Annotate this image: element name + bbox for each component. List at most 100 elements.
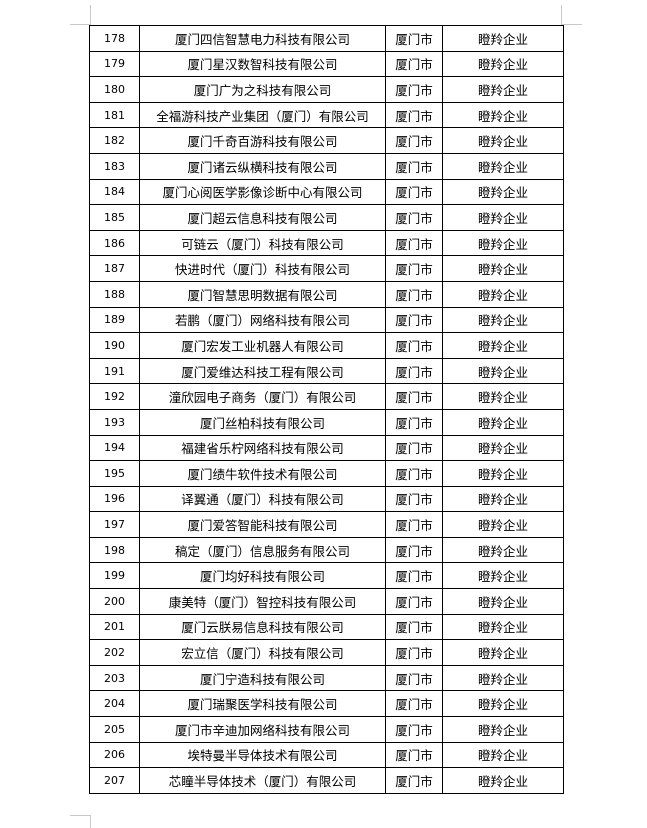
enterprise-type: 瞪羚企业 xyxy=(442,767,564,794)
enterprise-type: 瞪羚企业 xyxy=(442,306,564,334)
table-row: 184 厦门心阅医学影像诊断中心有限公司 厦门市 瞪羚企业 xyxy=(89,178,564,206)
city: 厦门市 xyxy=(385,485,443,513)
company-name: 厦门超云信息科技有限公司 xyxy=(139,204,386,231)
table-row: 190 厦门宏发工业机器人有限公司 厦门市 瞪羚企业 xyxy=(89,332,564,359)
city: 厦门市 xyxy=(385,664,443,692)
city: 厦门市 xyxy=(385,460,443,487)
city: 厦门市 xyxy=(385,178,443,206)
row-number: 205 xyxy=(89,716,140,743)
company-name: 埃特曼半导体技术有限公司 xyxy=(139,741,386,769)
row-number: 206 xyxy=(89,741,140,769)
company-name: 译翼通（厦门）科技有限公司 xyxy=(139,485,386,513)
city: 厦门市 xyxy=(385,332,443,359)
city: 厦门市 xyxy=(385,716,443,743)
company-name: 厦门心阅医学影像诊断中心有限公司 xyxy=(139,178,386,206)
enterprise-type: 瞪羚企业 xyxy=(442,408,564,436)
table-row: 207 芯瞳半导体技术（厦门）有限公司 厦门市 瞪羚企业 xyxy=(89,767,564,794)
company-name: 厦门云朕易信息科技有限公司 xyxy=(139,613,386,641)
city: 厦门市 xyxy=(385,741,443,769)
row-number: 190 xyxy=(89,332,140,359)
company-name: 厦门绩牛软件技术有限公司 xyxy=(139,460,386,487)
row-number: 189 xyxy=(89,306,140,334)
company-name: 厦门星汉数智科技有限公司 xyxy=(139,50,386,78)
table-row: 178 厦门四信智慧电力科技有限公司 厦门市 瞪羚企业 xyxy=(89,25,564,52)
company-name: 厦门丝柏科技有限公司 xyxy=(139,408,386,436)
table-row: 180 厦门广为之科技有限公司 厦门市 瞪羚企业 xyxy=(89,76,564,103)
enterprise-type: 瞪羚企业 xyxy=(442,357,564,385)
corner-mark-bottom-left-h xyxy=(70,815,90,816)
row-number: 186 xyxy=(89,229,140,257)
enterprise-type: 瞪羚企业 xyxy=(442,383,564,410)
city: 厦门市 xyxy=(385,690,443,718)
table-row: 186 可链云（厦门）科技有限公司 厦门市 瞪羚企业 xyxy=(89,229,564,257)
enterprise-type: 瞪羚企业 xyxy=(442,434,564,462)
company-name: 厦门广为之科技有限公司 xyxy=(139,76,386,103)
city: 厦门市 xyxy=(385,588,443,615)
enterprise-type: 瞪羚企业 xyxy=(442,280,564,308)
city: 厦门市 xyxy=(385,229,443,257)
row-number: 179 xyxy=(89,50,140,78)
row-number: 192 xyxy=(89,383,140,410)
company-name: 厦门千奇百游科技有限公司 xyxy=(139,127,386,154)
row-number: 183 xyxy=(89,152,140,180)
enterprise-type: 瞪羚企业 xyxy=(442,741,564,769)
row-number: 193 xyxy=(89,408,140,436)
enterprise-type: 瞪羚企业 xyxy=(442,229,564,257)
city: 厦门市 xyxy=(385,25,443,52)
company-name: 潼欣园电子商务（厦门）有限公司 xyxy=(139,383,386,410)
table-row: 185 厦门超云信息科技有限公司 厦门市 瞪羚企业 xyxy=(89,204,564,231)
enterprise-type: 瞪羚企业 xyxy=(442,101,564,129)
company-name: 厦门瑞聚医学科技有限公司 xyxy=(139,690,386,718)
company-name: 若鹏（厦门）网络科技有限公司 xyxy=(139,306,386,334)
row-number: 178 xyxy=(89,25,140,52)
city: 厦门市 xyxy=(385,152,443,180)
table-row: 192 潼欣园电子商务（厦门）有限公司 厦门市 瞪羚企业 xyxy=(89,383,564,410)
company-name: 厦门均好科技有限公司 xyxy=(139,562,386,590)
table-row: 188 厦门智慧思明数据有限公司 厦门市 瞪羚企业 xyxy=(89,280,564,308)
company-name: 可链云（厦门）科技有限公司 xyxy=(139,229,386,257)
enterprise-type: 瞪羚企业 xyxy=(442,716,564,743)
company-name: 宏立信（厦门）科技有限公司 xyxy=(139,639,386,666)
city: 厦门市 xyxy=(385,76,443,103)
company-name: 福建省乐柠网络科技有限公司 xyxy=(139,434,386,462)
city: 厦门市 xyxy=(385,562,443,590)
row-number: 196 xyxy=(89,485,140,513)
enterprise-type: 瞪羚企业 xyxy=(442,255,564,282)
table-row: 196 译翼通（厦门）科技有限公司 厦门市 瞪羚企业 xyxy=(89,485,564,513)
company-name: 厦门智慧思明数据有限公司 xyxy=(139,280,386,308)
enterprise-type: 瞪羚企业 xyxy=(442,204,564,231)
enterprise-type: 瞪羚企业 xyxy=(442,639,564,666)
table-row: 181 全福游科技产业集团（厦门）有限公司 厦门市 瞪羚企业 xyxy=(89,101,564,129)
company-name: 厦门爱维达科技工程有限公司 xyxy=(139,357,386,385)
row-number: 181 xyxy=(89,101,140,129)
city: 厦门市 xyxy=(385,255,443,282)
table-row: 198 稿定（厦门）信息服务有限公司 厦门市 瞪羚企业 xyxy=(89,536,564,564)
enterprise-type: 瞪羚企业 xyxy=(442,690,564,718)
enterprise-type: 瞪羚企业 xyxy=(442,332,564,359)
city: 厦门市 xyxy=(385,639,443,666)
enterprise-type: 瞪羚企业 xyxy=(442,536,564,564)
row-number: 198 xyxy=(89,536,140,564)
enterprise-type: 瞪羚企业 xyxy=(442,76,564,103)
table-row: 195 厦门绩牛软件技术有限公司 厦门市 瞪羚企业 xyxy=(89,460,564,487)
city: 厦门市 xyxy=(385,536,443,564)
corner-mark-top-right-h xyxy=(562,24,582,25)
table-row: 189 若鹏（厦门）网络科技有限公司 厦门市 瞪羚企业 xyxy=(89,306,564,334)
table-row: 202 宏立信（厦门）科技有限公司 厦门市 瞪羚企业 xyxy=(89,639,564,666)
city: 厦门市 xyxy=(385,434,443,462)
city: 厦门市 xyxy=(385,511,443,538)
row-number: 199 xyxy=(89,562,140,590)
table-row: 201 厦门云朕易信息科技有限公司 厦门市 瞪羚企业 xyxy=(89,613,564,641)
city: 厦门市 xyxy=(385,767,443,794)
table-row: 183 厦门诸云纵横科技有限公司 厦门市 瞪羚企业 xyxy=(89,152,564,180)
enterprise-type: 瞪羚企业 xyxy=(442,613,564,641)
corner-mark-bottom-left-v xyxy=(90,815,91,828)
enterprise-type: 瞪羚企业 xyxy=(442,127,564,154)
enterprise-type: 瞪羚企业 xyxy=(442,485,564,513)
row-number: 204 xyxy=(89,690,140,718)
company-name: 厦门爱答智能科技有限公司 xyxy=(139,511,386,538)
table-row: 199 厦门均好科技有限公司 厦门市 瞪羚企业 xyxy=(89,562,564,590)
row-number: 191 xyxy=(89,357,140,385)
row-number: 187 xyxy=(89,255,140,282)
row-number: 195 xyxy=(89,460,140,487)
